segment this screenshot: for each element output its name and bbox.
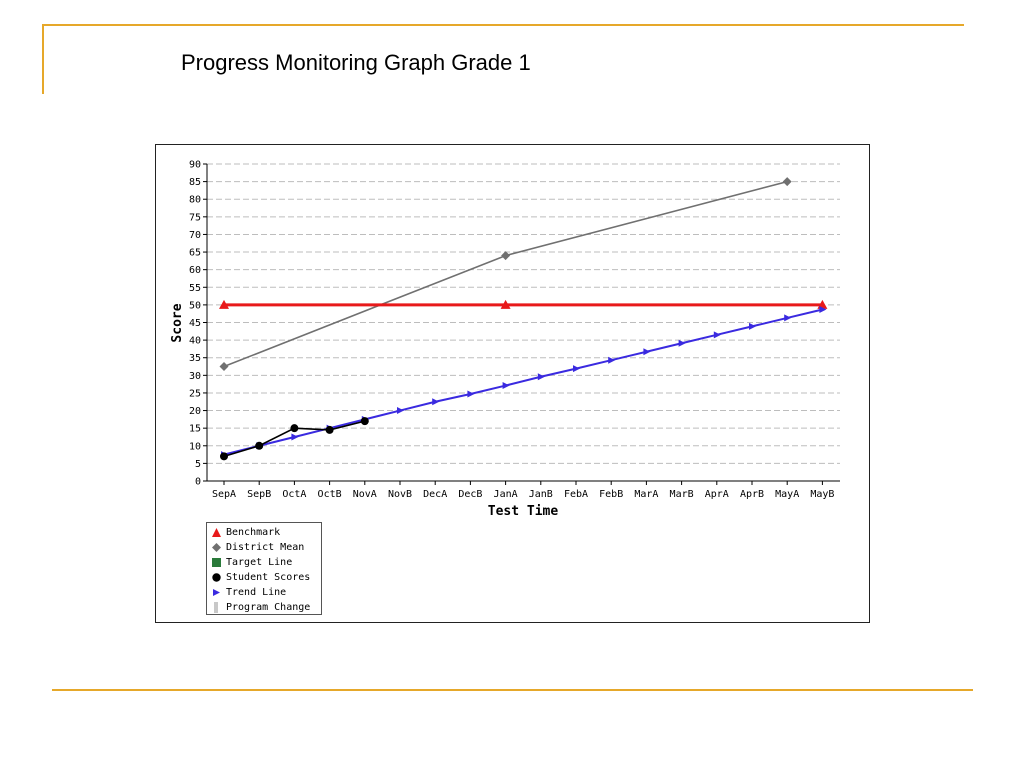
trend-line-point xyxy=(608,356,616,364)
x-tick-label: NovB xyxy=(388,489,412,500)
x-tick-label: AprB xyxy=(740,489,764,500)
legend-item-program-change: Program Change xyxy=(211,600,321,615)
y-tick-label: 65 xyxy=(189,248,201,259)
accent-rule-top xyxy=(42,24,964,26)
trend-line-point xyxy=(291,433,299,441)
y-tick-label: 50 xyxy=(189,300,201,311)
y-tick-label: 35 xyxy=(189,353,201,364)
circle-icon xyxy=(211,572,222,583)
y-tick-label: 0 xyxy=(195,477,201,488)
y-axis-title: Score xyxy=(170,303,185,342)
legend-label: District Mean xyxy=(226,542,305,553)
legend-item-trend-line: Trend Line xyxy=(211,585,321,600)
trend-line-point xyxy=(713,331,721,339)
x-tick-label: SepA xyxy=(212,489,236,500)
trend-line-point xyxy=(432,398,440,406)
y-tick-label: 55 xyxy=(189,283,201,294)
triangle-right-icon xyxy=(211,587,222,598)
legend-item-target-line: Target Line xyxy=(211,555,321,570)
legend-label: Target Line xyxy=(226,557,293,568)
x-tick-label: MarA xyxy=(634,489,658,500)
y-tick-label: 5 xyxy=(195,459,201,470)
diamond-icon xyxy=(211,542,222,553)
trend-line-point xyxy=(784,314,792,322)
student-score-point xyxy=(360,417,369,426)
chart-legend: Benchmark District Mean Target Line Stud… xyxy=(206,522,322,615)
student-score-point xyxy=(220,452,228,461)
x-tick-label: SepB xyxy=(247,489,271,500)
x-tick-label: NovA xyxy=(353,489,377,500)
x-tick-label: DecB xyxy=(458,489,482,500)
trend-line-point xyxy=(537,373,545,381)
trend-line-point xyxy=(573,365,580,373)
y-tick-label: 20 xyxy=(189,406,201,417)
square-icon xyxy=(211,557,222,568)
y-tick-label: 70 xyxy=(189,230,201,241)
x-tick-label: AprA xyxy=(705,489,729,500)
legend-item-student-scores: Student Scores xyxy=(211,570,321,585)
legend-label: Student Scores xyxy=(226,572,311,583)
y-tick-label: 75 xyxy=(189,212,201,223)
accent-rule-bottom xyxy=(52,689,973,691)
benchmark-point xyxy=(500,299,511,309)
x-tick-label: DecA xyxy=(423,489,447,500)
x-tick-label: MarB xyxy=(670,489,694,500)
trend-line-point xyxy=(643,348,651,356)
x-tick-label: OctA xyxy=(282,489,306,500)
x-axis-title: Test Time xyxy=(488,504,559,519)
y-tick-label: 10 xyxy=(189,441,201,452)
x-tick-label: JanB xyxy=(529,489,553,500)
trend-line-point xyxy=(749,322,756,330)
x-tick-label: JanA xyxy=(494,489,518,500)
trend-line-point xyxy=(678,339,686,347)
x-tick-label: FebA xyxy=(564,489,588,500)
student-score-point xyxy=(290,424,299,433)
legend-item-benchmark: Benchmark xyxy=(211,525,321,540)
y-tick-label: 90 xyxy=(189,160,201,171)
trend-line-point xyxy=(397,407,404,415)
x-tick-label: FebB xyxy=(599,489,623,500)
student-score-point xyxy=(255,441,264,450)
y-tick-label: 45 xyxy=(189,318,201,329)
x-tick-label: MayB xyxy=(810,489,834,500)
benchmark-point xyxy=(219,299,229,309)
triangle-up-icon xyxy=(211,527,222,538)
accent-rule-left xyxy=(42,24,44,94)
y-tick-label: 15 xyxy=(189,424,201,435)
grid-layer xyxy=(207,163,840,464)
x-tick-label: MayA xyxy=(775,489,799,500)
trend-line-point xyxy=(502,382,510,390)
bar-icon xyxy=(211,602,222,613)
series-layer xyxy=(219,177,828,461)
x-tick-layer: SepA SepB OctA OctB NovA NovB DecA DecB JanA JanB… xyxy=(212,481,834,500)
trend-line-point xyxy=(819,305,827,313)
district-mean-point xyxy=(219,362,229,372)
y-tick-layer: 0 5 10 15 20 25 30 35 40 45 50 55 60 65 70 75 80 85 90 xyxy=(189,160,207,488)
x-tick-label: OctB xyxy=(318,489,342,500)
y-tick-label: 30 xyxy=(189,371,201,382)
y-tick-label: 25 xyxy=(189,388,201,399)
district-mean-point xyxy=(782,177,792,187)
legend-item-district-mean: District Mean xyxy=(211,540,321,555)
district-mean-point xyxy=(501,251,511,261)
y-tick-label: 40 xyxy=(189,336,201,347)
legend-label: Benchmark xyxy=(226,527,281,538)
student-score-point xyxy=(325,425,334,434)
legend-label: Program Change xyxy=(226,602,311,613)
legend-label: Trend Line xyxy=(226,587,287,598)
y-tick-label: 85 xyxy=(189,177,201,188)
y-tick-label: 80 xyxy=(189,195,201,206)
slide-title: Progress Monitoring Graph Grade 1 xyxy=(181,50,531,75)
trend-line-point xyxy=(467,390,475,398)
y-tick-label: 60 xyxy=(189,265,201,276)
